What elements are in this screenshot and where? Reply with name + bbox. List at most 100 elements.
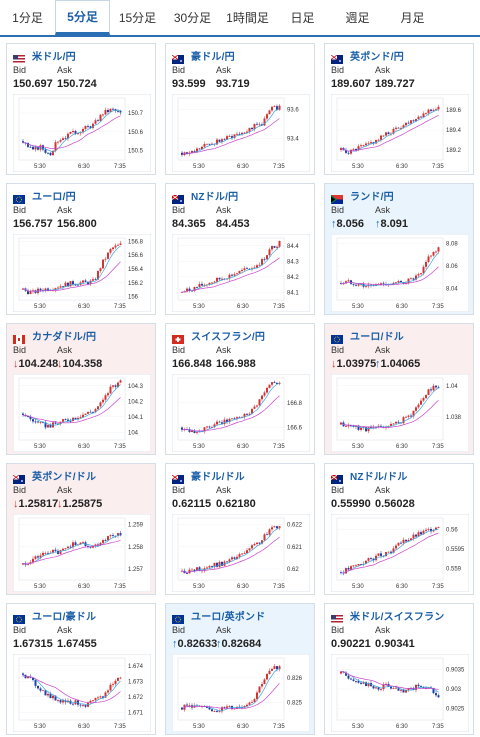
- mini-chart[interactable]: 104.3 104.2 104.1 104 5:30 6:30 7:35: [12, 373, 152, 453]
- candle-body: [268, 529, 271, 535]
- rate-card[interactable]: ランド/円 Bid Ask ↑8.056 ↑8.091 8.08 8.06 8.04 5:30 6…: [324, 183, 474, 315]
- currency-pair-link[interactable]: 米ドル/スイスフラン: [350, 612, 445, 623]
- card-header: 米ドル/円: [13, 48, 76, 64]
- rate-card[interactable]: 豪ドル/円 Bid Ask 93.599 93.719 93.6 93.4 5:30 6:30 7…: [165, 43, 315, 175]
- y-tick-label: 84.4: [287, 244, 299, 250]
- candle-body: [432, 109, 435, 111]
- rate-card[interactable]: ユーロ/円 Bid Ask 156.757 156.800 156.8 156.6 156.4…: [6, 183, 156, 315]
- candle-body: [425, 687, 427, 689]
- mini-chart[interactable]: 0.826 0.825 5:30 6:30 7:35: [171, 653, 311, 733]
- candle-body: [72, 703, 74, 705]
- rate-card[interactable]: NZドル/ドル Bid Ask 0.55990 0.56028 0.56 0.5595 0.5…: [324, 463, 474, 595]
- mini-chart[interactable]: 0.9035 0.903 0.9025 5:30 6:30 7:35: [330, 653, 470, 733]
- mini-chart[interactable]: 0.622 0.621 0.62 5:30 6:30 7:35: [171, 513, 311, 593]
- rate-card[interactable]: 英ポンド/ドル Bid Ask ↓1.25817 ↓1.25875 1.259 1.258 1…: [6, 463, 156, 595]
- candle-body: [233, 274, 236, 276]
- candle-body: [49, 424, 52, 428]
- ask-price: 104.358: [62, 358, 103, 370]
- rate-card[interactable]: スイスフラン/円 Bid Ask 166.848 166.988 166.8 166.6 5:…: [165, 323, 315, 455]
- candle-body: [231, 557, 233, 560]
- rate-card[interactable]: 英ポンド/円 Bid Ask 189.607 189.727 189.6 189.4 189.…: [324, 43, 474, 175]
- tab-weekly[interactable]: 週足: [345, 11, 370, 25]
- rate-card[interactable]: ユーロ/ドル Bid Ask ↓1.03975 ↑1.04065 1.04 1.038 5:3…: [324, 323, 474, 455]
- rate-card[interactable]: ユーロ/豪ドル Bid Ask 1.67315 1.67455 1.674 1.673 1.6…: [6, 603, 156, 735]
- currency-pair-link[interactable]: ユーロ/円: [32, 192, 76, 203]
- candle-body: [258, 686, 261, 693]
- rate-card[interactable]: 米ドル/スイスフラン Bid Ask 0.90221 0.90341 0.9035 0.90…: [324, 603, 474, 735]
- candle-body: [29, 146, 32, 148]
- mini-chart[interactable]: 1.04 1.038 5:30 6:30 7:35: [330, 373, 470, 453]
- currency-pair-link[interactable]: NZドル/円: [191, 192, 239, 203]
- tab-1min[interactable]: 1分足: [12, 11, 43, 25]
- candle-body: [367, 427, 370, 432]
- mini-chart[interactable]: 166.8 166.6 5:30 6:30 7:35: [171, 373, 311, 453]
- currency-pair-link[interactable]: ランド/円: [350, 192, 394, 203]
- candle-body: [372, 426, 375, 428]
- mini-chart[interactable]: 1.674 1.673 1.672 1.671 5:30 6:30 7:35: [12, 653, 152, 733]
- candle-body: [69, 281, 72, 287]
- candle-body: [92, 700, 94, 702]
- candle-body: [417, 274, 420, 276]
- candlestick-chart: 1.674 1.673 1.672 1.671 5:30 6:30 7:35: [12, 653, 152, 733]
- candle-body: [422, 266, 425, 274]
- ask-value: 166.988: [216, 358, 256, 370]
- mini-chart[interactable]: 0.56 0.5595 0.559 5:30 6:30 7:35: [330, 513, 470, 593]
- candle-body: [347, 675, 350, 679]
- candle-body: [375, 139, 377, 144]
- tab-15min[interactable]: 15分足: [118, 11, 157, 25]
- candle-body: [112, 108, 114, 110]
- candle-body: [427, 528, 430, 530]
- candle-body: [47, 552, 49, 554]
- mini-chart[interactable]: 8.08 8.06 8.04 5:30 6:30 7:35: [330, 233, 470, 313]
- rate-card[interactable]: カナダドル/円 Bid Ask ↓104.248 ↓104.358 104.3 104.2 1…: [6, 323, 156, 455]
- rate-card[interactable]: 米ドル/円 Bid Ask 150.697 150.724 150.7 150.6 150.5…: [6, 43, 156, 175]
- candle-body: [347, 152, 350, 154]
- tab-monthly[interactable]: 月足: [400, 11, 425, 25]
- currency-pair-link[interactable]: ユーロ/英ポンド: [191, 612, 266, 623]
- tab-30min[interactable]: 30分足: [173, 11, 212, 25]
- mini-chart[interactable]: 150.7 150.6 150.5 5:30 6:30 7:35: [12, 93, 152, 173]
- mini-chart[interactable]: 93.6 93.4 5:30 6:30 7:35: [171, 93, 311, 173]
- candle-body: [370, 142, 372, 144]
- candle-body: [117, 533, 119, 536]
- tab-1hour[interactable]: 1時間足: [226, 11, 269, 25]
- candle-body: [350, 149, 352, 154]
- mini-chart[interactable]: 189.6 189.4 189.2 5:30 6:30 7:35: [330, 93, 470, 173]
- candle-body: [226, 419, 228, 423]
- mini-chart[interactable]: 1.259 1.258 1.257 5:30 6:30 7:35: [12, 513, 152, 593]
- currency-pair-link[interactable]: カナダドル/円: [32, 332, 97, 343]
- rate-card[interactable]: 豪ドル/ドル Bid Ask 0.62115 0.62180 0.622 0.621 0.62…: [165, 463, 315, 595]
- candle-body: [415, 684, 417, 690]
- candle-body: [44, 552, 47, 554]
- y-tick-label: 0.622: [287, 523, 303, 529]
- candle-body: [385, 552, 387, 557]
- mini-chart[interactable]: 84.4 84.3 84.2 84.1 5:30 6:30 7:35: [171, 233, 311, 313]
- x-tick-label: 7:35: [432, 164, 444, 170]
- candle-body: [107, 252, 109, 259]
- mini-chart[interactable]: 156.8 156.6 156.4 156.2 156 5:30 6:30 7:35: [12, 233, 152, 313]
- currency-pair-link[interactable]: ユーロ/ドル: [350, 332, 404, 343]
- ca-flag-icon: [13, 331, 25, 344]
- currency-pair-link[interactable]: 米ドル/円: [32, 52, 76, 63]
- y-tick-label: 0.826: [287, 676, 303, 682]
- candle-body: [203, 143, 206, 147]
- candle-body: [397, 542, 400, 546]
- candle-body: [89, 126, 92, 128]
- currency-pair-link[interactable]: 豪ドル/円: [191, 52, 235, 63]
- tab-daily[interactable]: 日足: [290, 11, 315, 25]
- currency-pair-link[interactable]: ユーロ/豪ドル: [32, 612, 97, 623]
- moving-average-short: [22, 674, 121, 706]
- candle-body: [233, 418, 236, 420]
- candle-body: [425, 113, 427, 115]
- rate-card[interactable]: NZドル/円 Bid Ask 84.365 84.453 84.4 84.3 84.2 84.1…: [165, 183, 315, 315]
- candle-body: [188, 705, 191, 707]
- tab-5min[interactable]: 5分足: [55, 0, 110, 35]
- candle-body: [352, 679, 355, 681]
- currency-pair-link[interactable]: NZドル/ドル: [350, 472, 408, 483]
- currency-pair-link[interactable]: 豪ドル/ドル: [191, 472, 245, 483]
- currency-pair-link[interactable]: 英ポンド/ドル: [32, 472, 97, 483]
- currency-pair-link[interactable]: スイスフラン/円: [191, 332, 266, 343]
- rate-card[interactable]: ユーロ/英ポンド Bid Ask ↑0.82633 ↑0.82684 0.826 0.825…: [165, 603, 315, 735]
- currency-pair-link[interactable]: 英ポンド/円: [350, 52, 404, 63]
- y-tick-label: 93.4: [287, 136, 299, 142]
